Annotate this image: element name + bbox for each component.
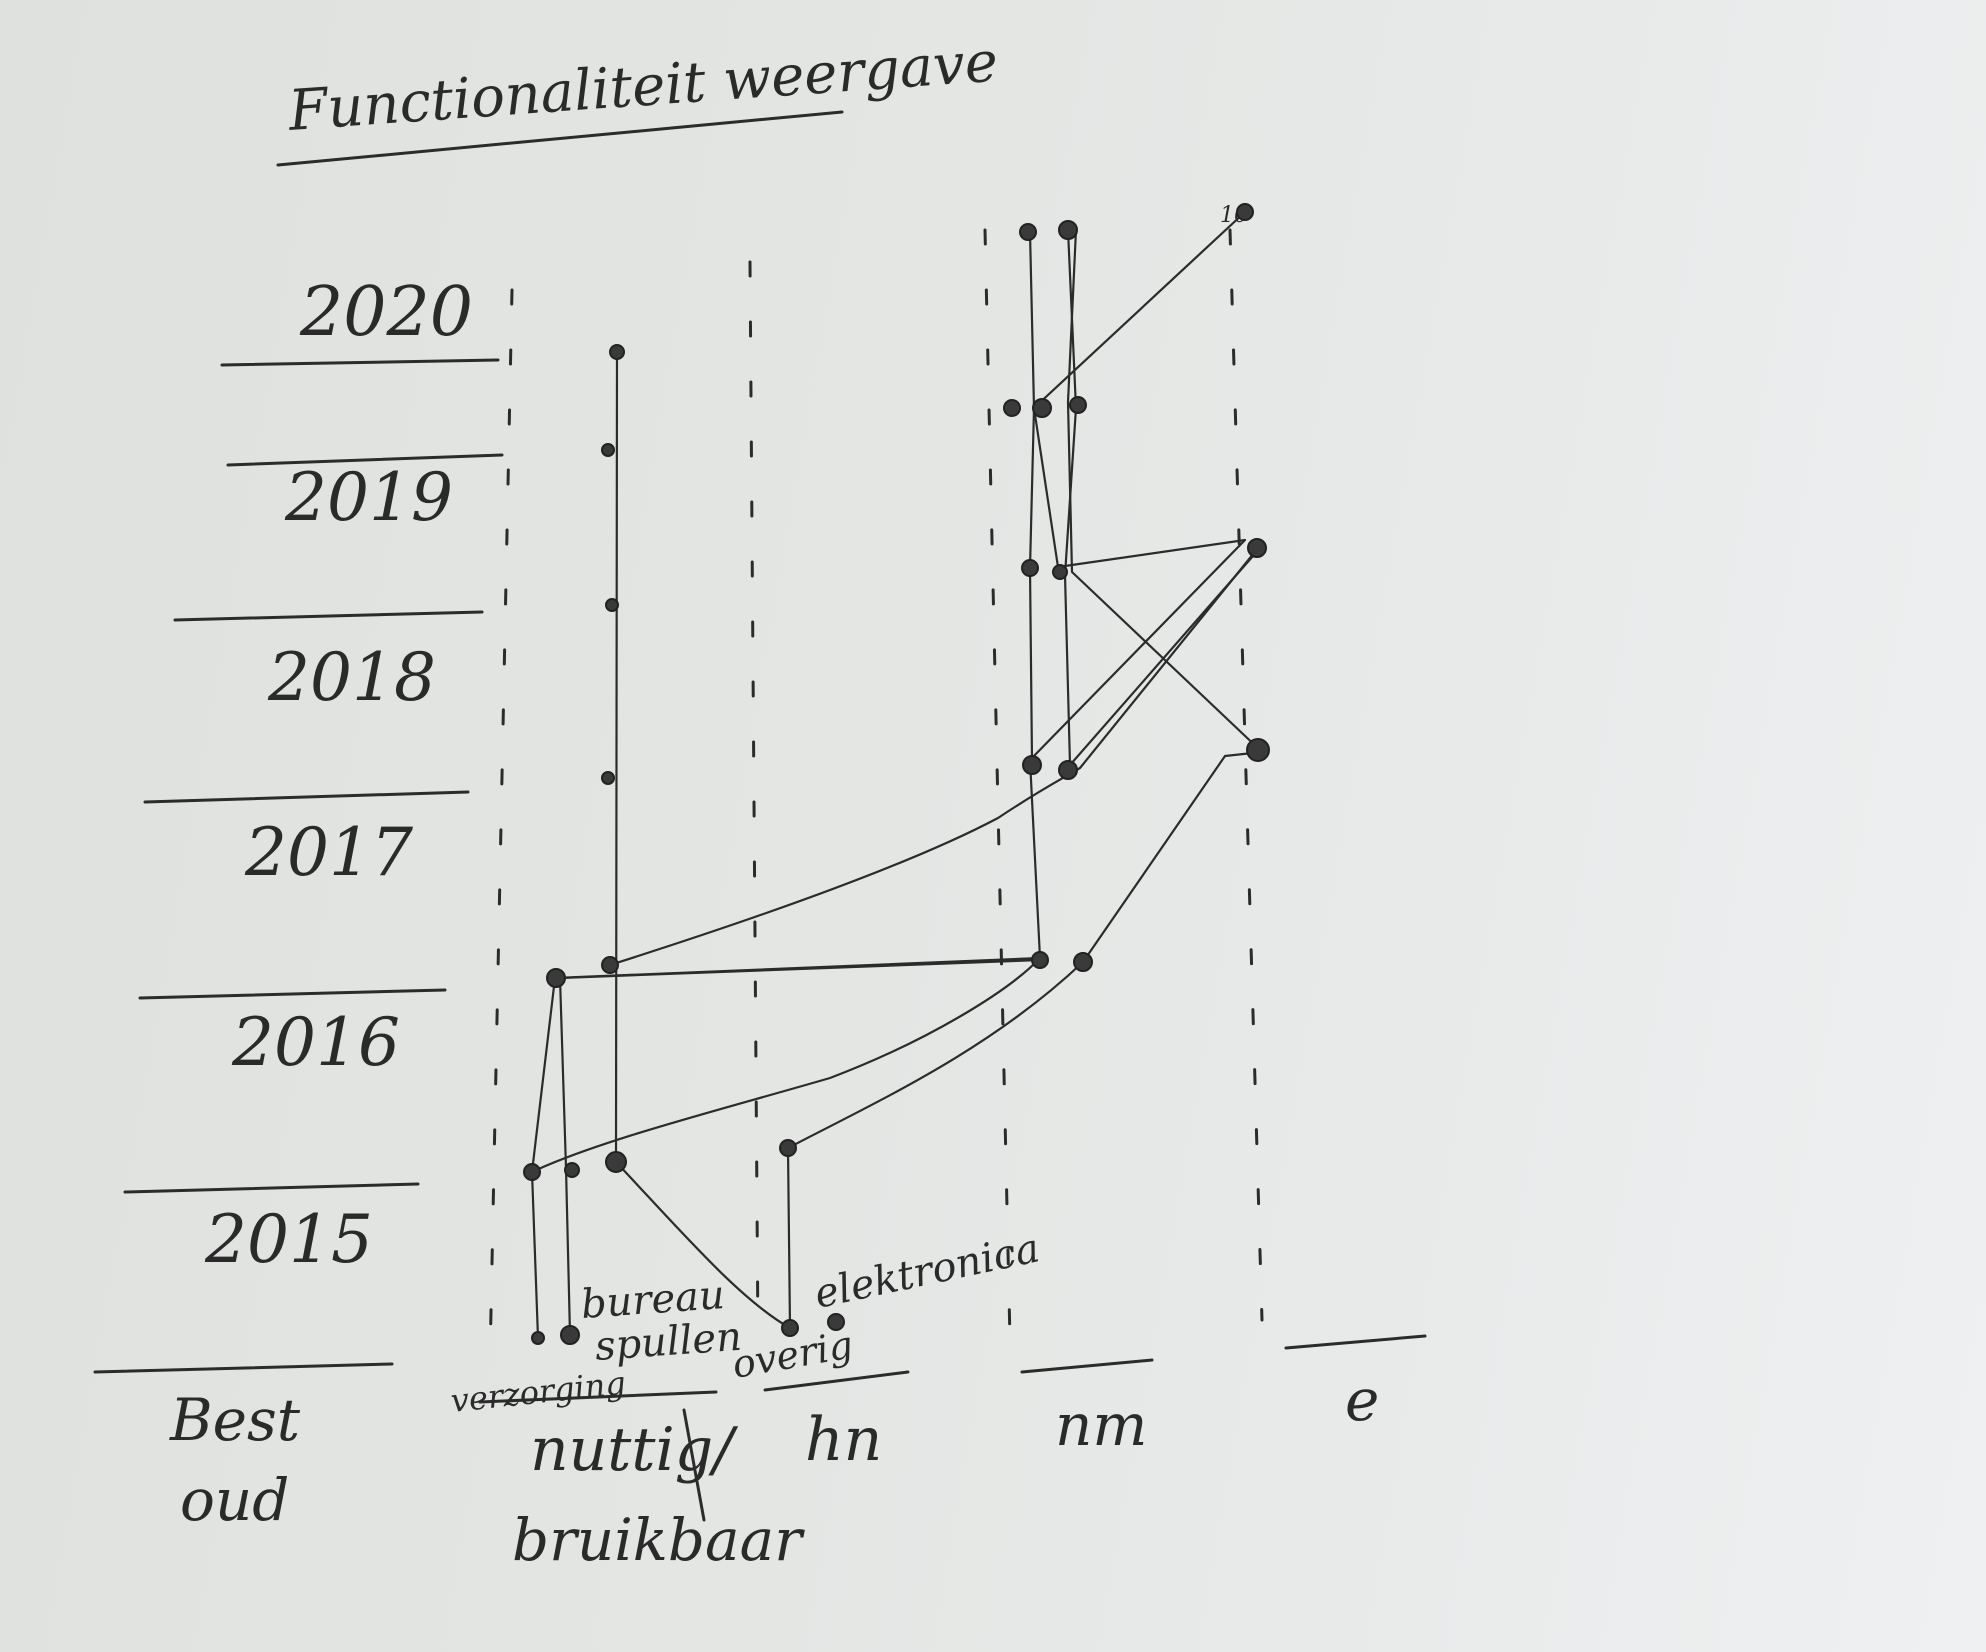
cat-label-spullen: spullen xyxy=(593,1314,743,1370)
year-label-2018: 2018 xyxy=(267,639,436,716)
diagram-title: Functionaliteit weergave xyxy=(285,30,999,144)
line-bureau-spullen xyxy=(558,958,1042,1337)
point xyxy=(1032,398,1052,418)
trajectory-lines xyxy=(530,210,1264,1340)
title-underline xyxy=(276,110,844,167)
point xyxy=(1073,952,1093,972)
column-baselines xyxy=(478,1334,1427,1404)
data-points xyxy=(523,203,1270,1345)
point xyxy=(605,1151,627,1173)
column-labels: Best oud nuttig/ bruikbaar hn nm e xyxy=(169,1366,1379,1574)
point xyxy=(546,968,566,988)
point xyxy=(1003,399,1021,417)
category-labels: verzorging bureau spullen overig elektro… xyxy=(449,203,1248,1420)
year-label-2017: 2017 xyxy=(244,814,413,891)
col-label-hn: hn xyxy=(805,1405,882,1475)
point xyxy=(523,1163,541,1181)
year-labels: 2020 2019 2018 2017 2016 2015 xyxy=(204,273,473,1278)
point xyxy=(531,1331,545,1345)
point xyxy=(1019,223,1037,241)
line-2015-to-2016 xyxy=(530,956,1042,1174)
point xyxy=(1058,220,1078,240)
point xyxy=(605,598,619,612)
year-label-2015: 2015 xyxy=(204,1201,373,1278)
point xyxy=(1246,738,1270,762)
line-bureau-vertical xyxy=(614,348,619,1164)
point xyxy=(781,1319,799,1337)
point xyxy=(1031,951,1049,969)
col-label-nuttig: nuttig/ xyxy=(530,1415,739,1485)
point xyxy=(1022,755,1042,775)
point xyxy=(1052,564,1068,580)
point xyxy=(601,956,619,974)
point xyxy=(779,1139,797,1157)
line-2016-to-2017 xyxy=(608,546,1260,967)
point xyxy=(601,771,615,785)
year-label-2016: 2016 xyxy=(231,1004,400,1081)
cat-label-bureau: bureau xyxy=(579,1272,726,1328)
line-bureau-to-overig xyxy=(614,1160,792,1330)
point xyxy=(827,1313,845,1331)
col-label-bruikbaar: bruikbaar xyxy=(512,1506,805,1574)
col-label-best: Best xyxy=(169,1386,301,1454)
col-label-e: e xyxy=(1345,1366,1379,1434)
point xyxy=(1058,760,1078,780)
point xyxy=(609,344,625,360)
cat-label-verzorging: verzorging xyxy=(449,1364,628,1420)
point xyxy=(564,1162,580,1178)
col-label-nm: nm xyxy=(1055,1391,1147,1459)
cat-label-elektronica: elektronica xyxy=(811,1225,1044,1317)
point xyxy=(1021,559,1039,577)
column-guides xyxy=(488,228,1264,1362)
line-nm-right xyxy=(1063,228,1262,767)
point xyxy=(601,443,615,457)
line-elektronica xyxy=(786,228,1264,1330)
line-nm-left xyxy=(1028,230,1036,762)
point xyxy=(1236,203,1254,221)
point xyxy=(560,1325,580,1345)
year-label-2019: 2019 xyxy=(284,459,453,536)
point xyxy=(1247,538,1267,558)
col-label-oud: oud xyxy=(180,1466,289,1534)
point xyxy=(1069,396,1087,414)
line-verzorging xyxy=(530,210,1247,1340)
year-label-2020: 2020 xyxy=(299,273,473,352)
year-separators xyxy=(93,358,504,1374)
